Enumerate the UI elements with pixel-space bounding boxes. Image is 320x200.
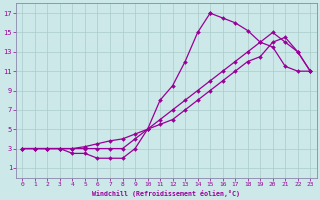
X-axis label: Windchill (Refroidissement éolien,°C): Windchill (Refroidissement éolien,°C) bbox=[92, 190, 240, 197]
